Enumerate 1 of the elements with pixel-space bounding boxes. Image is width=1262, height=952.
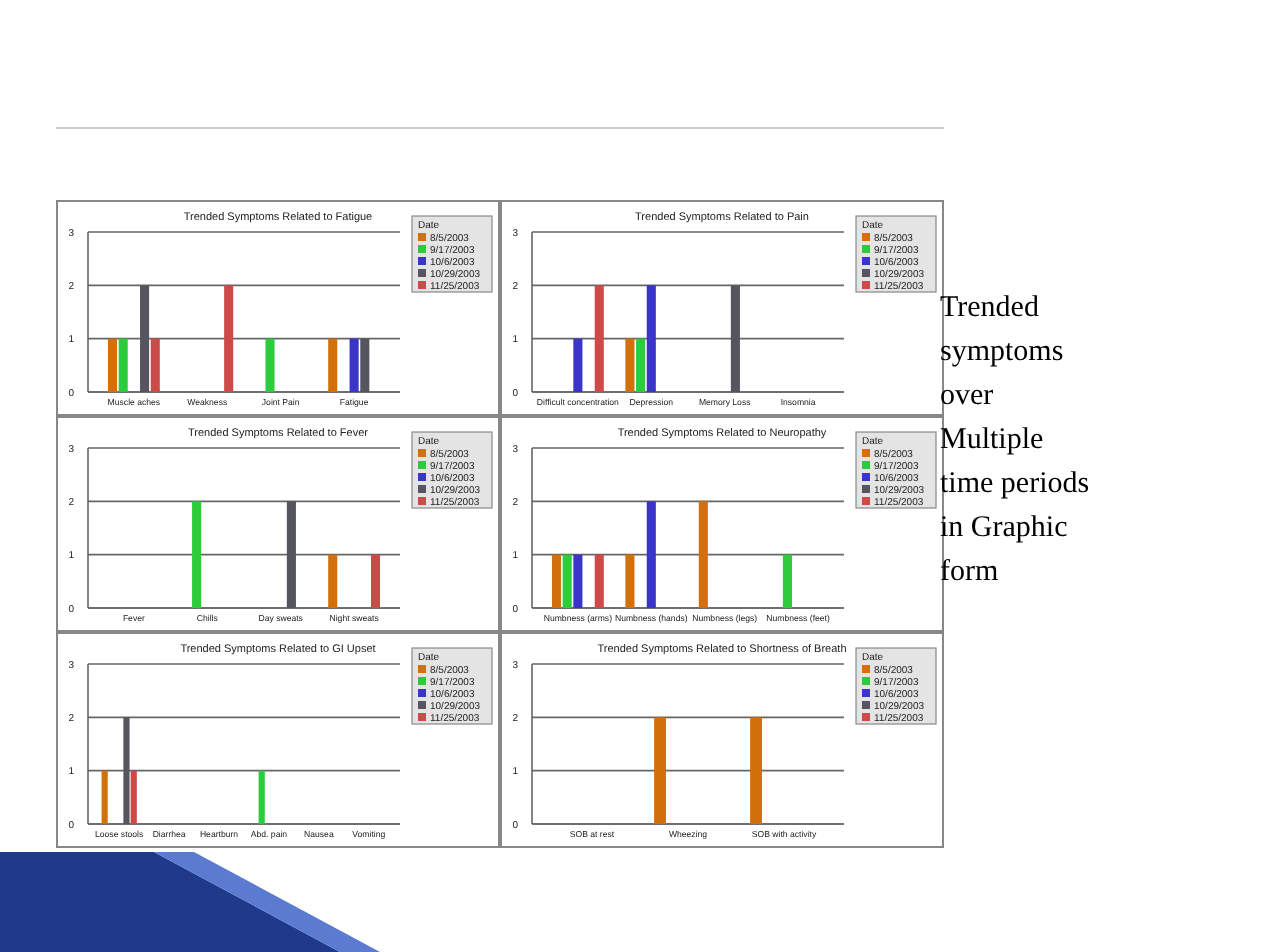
text: Trended symptoms over Multiple time periods in Graphic form [940, 292, 1090, 588]
